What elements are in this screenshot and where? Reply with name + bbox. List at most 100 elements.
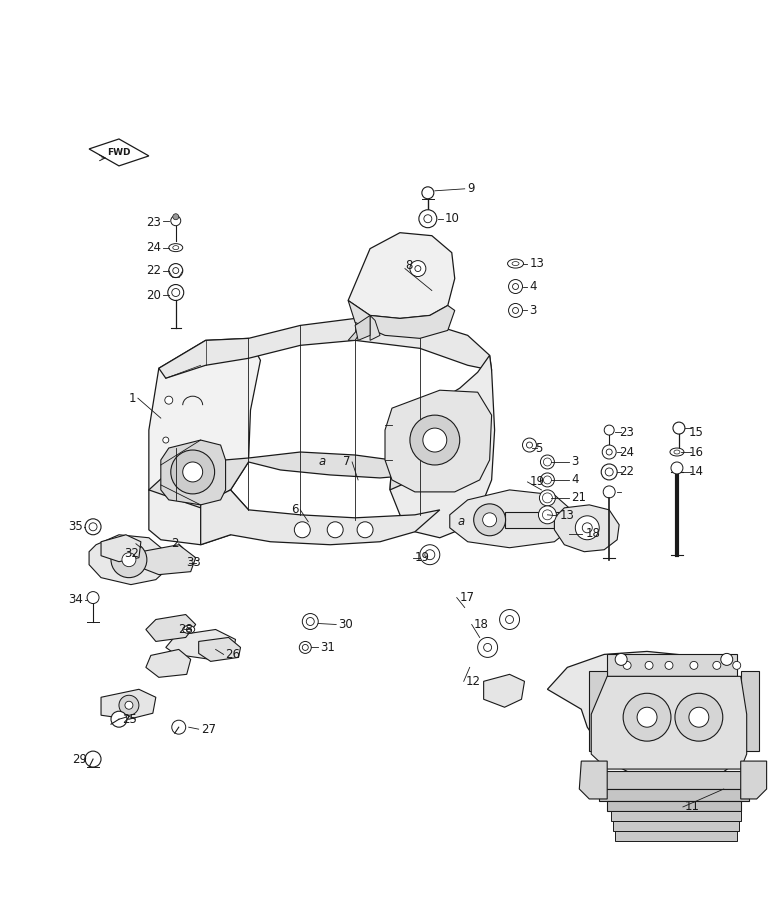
Circle shape	[543, 510, 552, 519]
Circle shape	[513, 308, 519, 313]
Polygon shape	[200, 490, 439, 545]
Ellipse shape	[674, 450, 680, 454]
Bar	[599, 771, 749, 789]
Text: 31: 31	[320, 641, 335, 654]
Polygon shape	[547, 651, 751, 785]
Text: a: a	[458, 516, 465, 529]
Text: 34: 34	[68, 593, 83, 606]
Polygon shape	[166, 629, 236, 660]
Polygon shape	[146, 649, 190, 677]
Text: 4: 4	[571, 474, 579, 486]
Polygon shape	[348, 300, 455, 338]
Circle shape	[473, 504, 506, 536]
Polygon shape	[141, 545, 196, 574]
Text: 10: 10	[445, 213, 460, 225]
Polygon shape	[146, 615, 196, 641]
Circle shape	[637, 707, 657, 727]
Circle shape	[173, 213, 179, 220]
Circle shape	[172, 720, 186, 734]
Polygon shape	[199, 638, 241, 661]
Bar	[741, 671, 759, 751]
Circle shape	[85, 751, 101, 767]
Text: 23: 23	[619, 426, 634, 439]
Circle shape	[582, 523, 592, 533]
Circle shape	[415, 266, 421, 271]
Circle shape	[513, 284, 519, 289]
Circle shape	[410, 415, 460, 465]
Text: 14: 14	[689, 465, 704, 478]
Circle shape	[125, 702, 133, 709]
Text: 29: 29	[72, 753, 87, 766]
Circle shape	[183, 462, 203, 482]
Text: 18: 18	[585, 528, 600, 540]
Ellipse shape	[512, 262, 519, 266]
Text: 3: 3	[530, 304, 537, 317]
Circle shape	[85, 518, 101, 535]
Circle shape	[163, 437, 169, 443]
Text: 15: 15	[689, 426, 704, 439]
Polygon shape	[348, 315, 370, 341]
Circle shape	[615, 653, 627, 665]
Text: 30: 30	[338, 618, 353, 631]
Circle shape	[623, 693, 671, 741]
Text: 22: 22	[619, 465, 635, 478]
Circle shape	[506, 616, 513, 624]
Circle shape	[483, 643, 492, 651]
Text: 19: 19	[530, 475, 544, 488]
Polygon shape	[483, 674, 524, 707]
Polygon shape	[149, 452, 439, 510]
Text: 33: 33	[186, 556, 200, 569]
Circle shape	[713, 661, 721, 670]
Text: 23: 23	[146, 216, 161, 229]
Circle shape	[410, 260, 426, 277]
Text: 13: 13	[560, 509, 574, 522]
Text: 13: 13	[530, 257, 544, 270]
Polygon shape	[161, 440, 226, 505]
Ellipse shape	[670, 448, 684, 456]
Circle shape	[721, 653, 732, 665]
Circle shape	[483, 513, 497, 527]
Text: 26: 26	[226, 648, 241, 661]
Polygon shape	[348, 233, 455, 319]
Circle shape	[544, 458, 551, 466]
Circle shape	[89, 523, 97, 530]
Text: 5: 5	[535, 442, 543, 454]
Text: 22: 22	[146, 264, 161, 277]
Circle shape	[605, 468, 613, 476]
Circle shape	[675, 693, 722, 741]
Circle shape	[302, 614, 318, 629]
Polygon shape	[390, 355, 495, 538]
Text: 24: 24	[619, 445, 635, 459]
Circle shape	[327, 522, 343, 538]
Circle shape	[420, 545, 439, 564]
Polygon shape	[591, 676, 746, 769]
Text: 7: 7	[342, 455, 350, 468]
Circle shape	[165, 397, 173, 404]
Circle shape	[87, 592, 99, 604]
Bar	[615, 831, 737, 841]
Circle shape	[540, 490, 555, 506]
Circle shape	[544, 476, 551, 484]
Circle shape	[500, 609, 520, 629]
Text: 16: 16	[689, 445, 704, 459]
Circle shape	[295, 522, 310, 538]
Polygon shape	[355, 315, 370, 341]
Text: 25: 25	[122, 713, 137, 725]
Polygon shape	[554, 505, 619, 551]
Circle shape	[527, 442, 533, 448]
Circle shape	[575, 516, 599, 540]
Text: 6: 6	[291, 504, 298, 517]
Bar	[611, 811, 741, 821]
Circle shape	[603, 485, 615, 498]
Circle shape	[423, 428, 446, 452]
Text: 19: 19	[415, 551, 430, 564]
Ellipse shape	[169, 244, 183, 252]
Circle shape	[645, 661, 653, 670]
Polygon shape	[89, 535, 169, 584]
Text: 32: 32	[124, 547, 139, 561]
Bar	[504, 512, 564, 528]
Circle shape	[422, 187, 434, 199]
Circle shape	[509, 303, 523, 318]
Text: 11: 11	[685, 801, 700, 813]
Circle shape	[671, 462, 683, 474]
